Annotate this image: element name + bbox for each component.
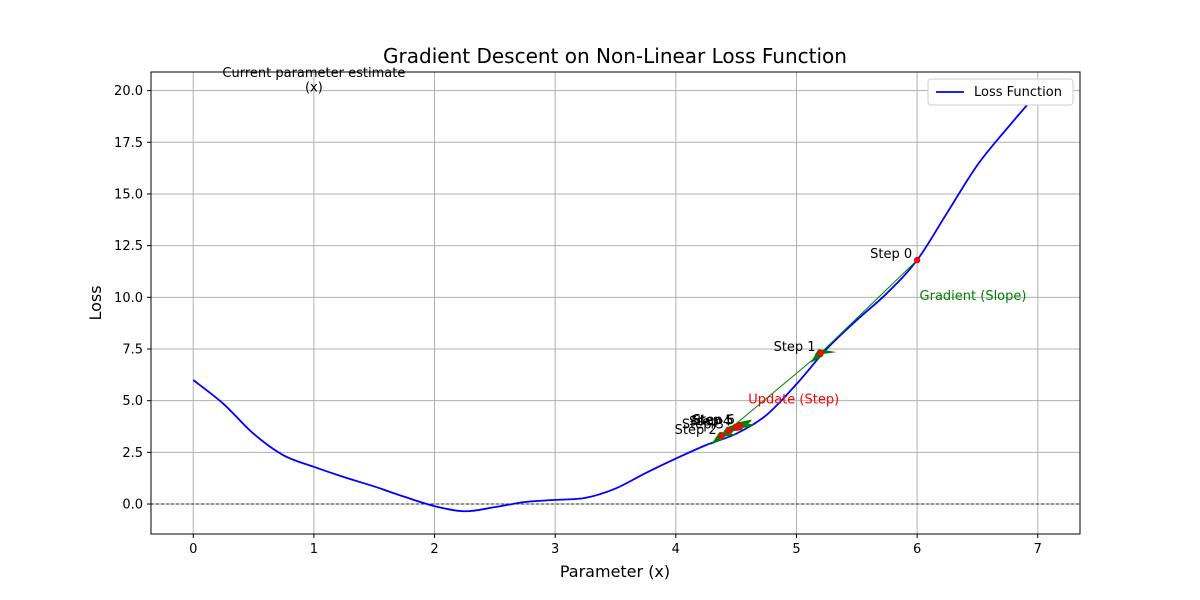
step-point bbox=[725, 427, 733, 434]
series-line-loss-function bbox=[192, 92, 1039, 513]
y-tick-label: 20.0 bbox=[114, 84, 143, 99]
annotation-text: Update (Step) bbox=[748, 393, 839, 408]
y-tick-label: 17.5 bbox=[114, 136, 143, 151]
x-tick-label: 6 bbox=[913, 542, 921, 557]
y-tick-label: 12.5 bbox=[114, 239, 143, 254]
x-axis-label: Parameter (x) bbox=[560, 562, 670, 581]
step-label: Step 2 bbox=[675, 423, 717, 438]
x-tick-label: 5 bbox=[792, 542, 800, 557]
plot-frame bbox=[150, 71, 1081, 535]
legend-label-loss: Loss Function bbox=[974, 85, 1062, 100]
legend-box bbox=[927, 78, 1074, 106]
x-tick-label: 7 bbox=[1034, 542, 1042, 557]
step-label: Step 0 bbox=[870, 247, 912, 262]
y-tick-label: 15.0 bbox=[114, 187, 143, 202]
step-point bbox=[718, 432, 725, 440]
x-tick-label: 2 bbox=[430, 542, 438, 557]
legend: Loss Function bbox=[927, 78, 1074, 106]
grid bbox=[151, 72, 1080, 534]
step-point bbox=[736, 422, 743, 430]
y-tick-label: 10.0 bbox=[114, 291, 143, 306]
y-ticks: 0.0 2.5 5.0 7.5 10.0 12.5 15.0 17.5 20.0 bbox=[114, 84, 151, 513]
chart-title: Gradient Descent on Non-Linear Loss Func… bbox=[383, 44, 847, 68]
y-axis-label: Loss bbox=[86, 285, 105, 320]
series-layer bbox=[192, 92, 1039, 513]
y-tick-label: 2.5 bbox=[122, 446, 143, 461]
annotation-text: Current parameter estimate bbox=[222, 66, 405, 81]
y-tick-label: 7.5 bbox=[122, 342, 143, 357]
x-tick-label: 1 bbox=[310, 542, 318, 557]
annotation-text: (x) bbox=[305, 80, 323, 95]
x-tick-label: 0 bbox=[189, 542, 197, 557]
gradient-arrow-shaft bbox=[820, 259, 918, 354]
step-point bbox=[913, 256, 921, 264]
annotation-text: Gradient (Slope) bbox=[920, 289, 1027, 304]
step-label: Step 3 bbox=[682, 418, 724, 433]
x-tick-label: 3 bbox=[551, 542, 559, 557]
x-ticks: 0 1 2 3 4 5 6 7 bbox=[189, 534, 1042, 557]
step-label: Step 1 bbox=[774, 340, 816, 355]
step-point bbox=[817, 349, 824, 357]
y-tick-label: 5.0 bbox=[122, 394, 143, 409]
step-label: Step 4 bbox=[689, 415, 731, 430]
x-tick-label: 4 bbox=[672, 542, 680, 557]
step-label: Step 6 bbox=[693, 413, 735, 428]
annotations-layer: Current parameter estimate(x) Gradient (S… bbox=[222, 66, 1026, 408]
y-tick-label: 0.0 bbox=[122, 498, 143, 513]
step-label: Step 5 bbox=[692, 414, 734, 429]
